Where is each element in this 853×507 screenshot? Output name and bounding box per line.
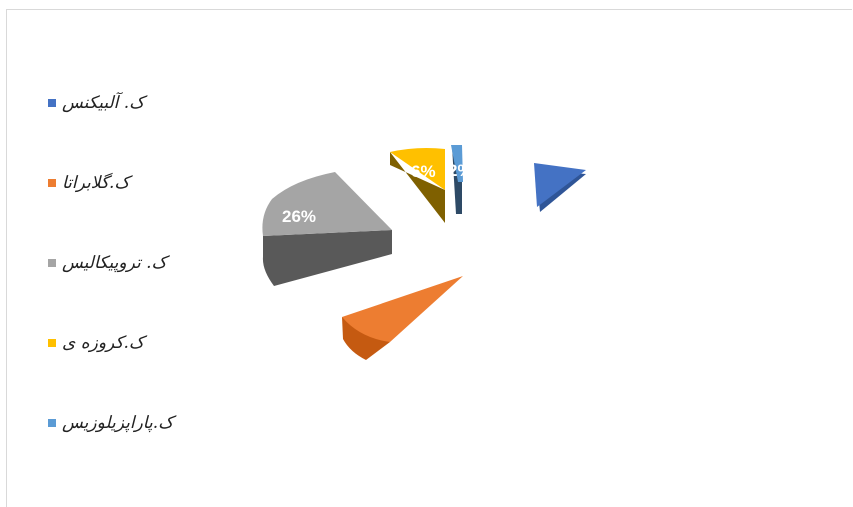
pie-slice-tropicalis: 26% bbox=[262, 172, 392, 286]
data-label-krusei: 6% bbox=[411, 162, 436, 181]
data-label-parapsilosis: 2% bbox=[448, 161, 473, 180]
legend-swatch-parapsilosis bbox=[48, 419, 56, 427]
legend-swatch-tropicalis bbox=[48, 259, 56, 267]
legend-item-glabrata: ک.گلابراتا bbox=[48, 168, 218, 198]
legend-swatch-glabrata bbox=[48, 179, 56, 187]
pie-slice-glabrata bbox=[342, 276, 463, 360]
pie-slice-parapsilosis: 2% bbox=[448, 145, 473, 214]
legend-label-tropicalis: ک. تروپیکالیس bbox=[62, 253, 167, 273]
legend-swatch-albicans bbox=[48, 99, 56, 107]
legend-item-krusei: ک.کروزه ی bbox=[48, 328, 218, 358]
legend-swatch-krusei bbox=[48, 339, 56, 347]
legend-label-krusei: ک.کروزه ی bbox=[62, 333, 145, 353]
legend-item-albicans: ک. آلبیکنس bbox=[48, 88, 218, 118]
legend-label-glabrata: ک.گلابراتا bbox=[62, 173, 130, 193]
legend-item-tropicalis: ک. تروپیکالیس bbox=[48, 248, 218, 278]
chart-area bbox=[6, 9, 852, 507]
legend-label-parapsilosis: ک.پاراپزیلوزیس bbox=[62, 413, 174, 433]
pie-slice-albicans bbox=[534, 163, 586, 212]
legend-item-parapsilosis: ک.پاراپزیلوزیس bbox=[48, 408, 218, 438]
legend-label-albicans: ک. آلبیکنس bbox=[62, 93, 145, 113]
pie-slice-krusei: 6% bbox=[390, 148, 445, 223]
data-label-tropicalis: 26% bbox=[282, 207, 316, 226]
